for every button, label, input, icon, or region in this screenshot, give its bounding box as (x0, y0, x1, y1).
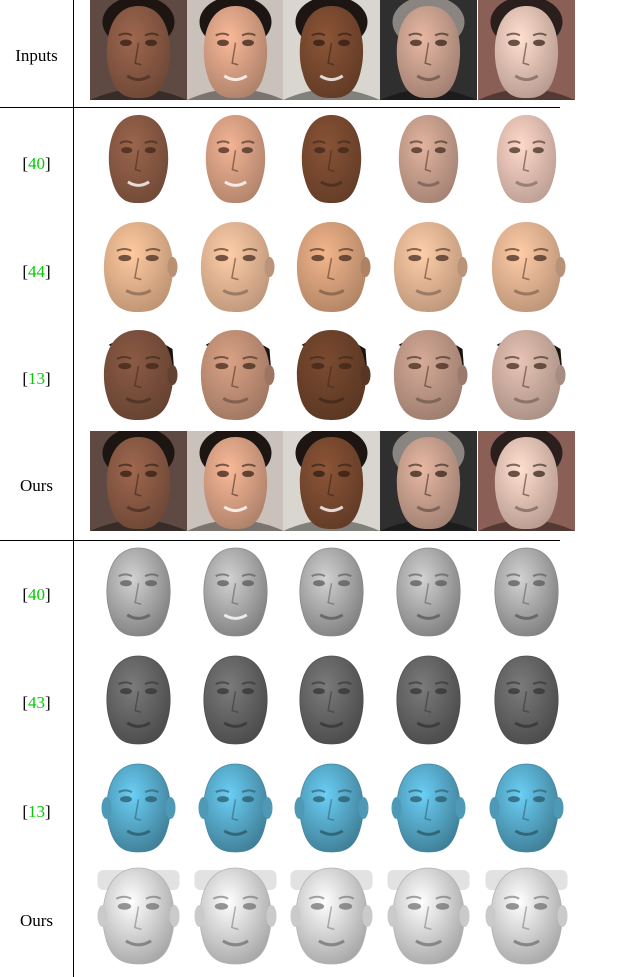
row-label-ref: [13] (22, 369, 51, 388)
column-divider (73, 0, 74, 977)
face-photo (283, 431, 380, 531)
textured-face-reconstruction (380, 217, 477, 317)
geometry-shape-reconstruction (478, 650, 575, 750)
row-label-ref: [44] (22, 262, 51, 281)
geometry-shape-reconstruction (90, 758, 187, 858)
textured-face-reconstruction (187, 325, 284, 425)
row-label-ref: [40] (22, 154, 51, 173)
geometry-shape-reconstruction (90, 866, 187, 966)
geometry-shape-reconstruction (478, 866, 575, 966)
face-photo (478, 431, 575, 531)
face-photo (380, 0, 477, 100)
textured-face-reconstruction (478, 325, 575, 425)
face-photo (90, 431, 187, 531)
geometry-shape-reconstruction (380, 542, 477, 642)
geometry-shape-reconstruction (283, 866, 380, 966)
textured-face-reconstruction (380, 109, 477, 209)
textured-face-reconstruction (283, 325, 380, 425)
row-label-ours: Ours (19, 476, 54, 495)
geometry-shape-reconstruction (187, 866, 284, 966)
geometry-shape-reconstruction (478, 542, 575, 642)
row-label-ours: Ours (19, 911, 54, 930)
face-photo (90, 0, 187, 100)
textured-face-reconstruction (187, 217, 284, 317)
textured-face-reconstruction (478, 109, 575, 209)
geometry-shape-reconstruction (380, 650, 477, 750)
textured-face-reconstruction (283, 217, 380, 317)
geometry-shape-reconstruction (187, 542, 284, 642)
geometry-shape-reconstruction (90, 650, 187, 750)
geometry-shape-reconstruction (380, 866, 477, 966)
textured-face-reconstruction (90, 109, 187, 209)
textured-face-reconstruction (283, 109, 380, 209)
geometry-shape-reconstruction (283, 758, 380, 858)
textured-face-reconstruction (90, 325, 187, 425)
geometry-shape-reconstruction (90, 542, 187, 642)
row-label-ref: [40] (22, 585, 51, 604)
geometry-shape-reconstruction (187, 758, 284, 858)
face-photo (380, 431, 477, 531)
face-photo (187, 0, 284, 100)
geometry-shape-reconstruction (478, 758, 575, 858)
textured-face-reconstruction (187, 109, 284, 209)
face-photo (187, 431, 284, 531)
geometry-shape-reconstruction (283, 650, 380, 750)
textured-face-reconstruction (90, 217, 187, 317)
geometry-shape-reconstruction (283, 542, 380, 642)
row-label-ref: [13] (22, 802, 51, 821)
textured-face-reconstruction (380, 325, 477, 425)
face-photo (478, 0, 575, 100)
face-photo (283, 0, 380, 100)
section-divider-top (0, 107, 560, 108)
row-label-inputs: Inputs (15, 46, 58, 65)
section-divider-bottom (0, 540, 560, 541)
geometry-shape-reconstruction (380, 758, 477, 858)
textured-face-reconstruction (478, 217, 575, 317)
row-label-ref: [43] (22, 693, 51, 712)
geometry-shape-reconstruction (187, 650, 284, 750)
